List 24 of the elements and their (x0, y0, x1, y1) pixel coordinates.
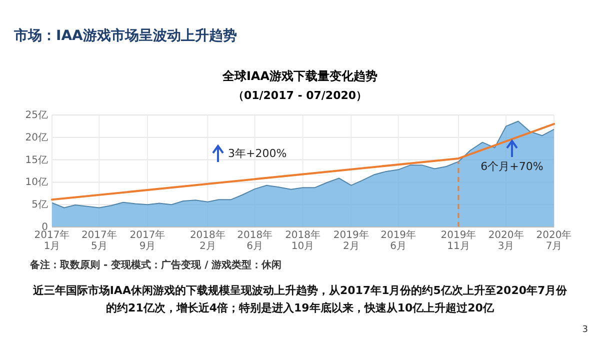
x-tick-label: 2019年2月 (333, 229, 369, 252)
y-tick-label: 20亿 (25, 132, 48, 144)
x-tick-label: 2020年7月 (536, 229, 572, 252)
x-tick-label: 2019年6月 (380, 229, 416, 252)
text: 市场：IAA游戏市场呈波动上升趋势 (13, 27, 237, 44)
x-tick-label: 2018年2月 (190, 229, 226, 252)
x-tick-label: 2019年11月 (440, 229, 476, 252)
x-tick-label: 2017年5月 (81, 229, 117, 252)
y-tick-label: 15亿 (25, 154, 48, 166)
x-tick-label: 2017年1月 (34, 229, 70, 252)
text: 近三年国际市场IAA休闲游戏的下载规模呈现波动上升趋势，从2017年1月份的约5亿次上升至2020年7月份的约21亿次，增长近4倍；特别是进入19年底以来，快速从10亿上升超过20亿 (32, 284, 568, 315)
x-tick-label: 2018年6月 (237, 229, 273, 252)
chart-subtitle: （01/2017 - 07/2020） (232, 89, 368, 102)
x-tick-label: 2018年10月 (285, 229, 321, 252)
x-tick-label: 2020年3月 (488, 229, 524, 252)
text: 3 (582, 325, 588, 335)
y-tick-label: 25亿 (25, 110, 48, 121)
y-tick-label: 5亿 (32, 200, 48, 211)
chart-title: 全球IAA游戏下载量变化趋势 (221, 69, 378, 83)
x-tick-label: 2017年9月 (130, 229, 166, 252)
text: 备注：取数原则 - 变现模式：广告变现 / 游戏类型：休闲 (29, 259, 282, 271)
annotation: 6个月+70% (480, 160, 544, 173)
annotation: 3年+200% (228, 147, 287, 160)
y-tick-label: 10亿 (25, 177, 48, 188)
